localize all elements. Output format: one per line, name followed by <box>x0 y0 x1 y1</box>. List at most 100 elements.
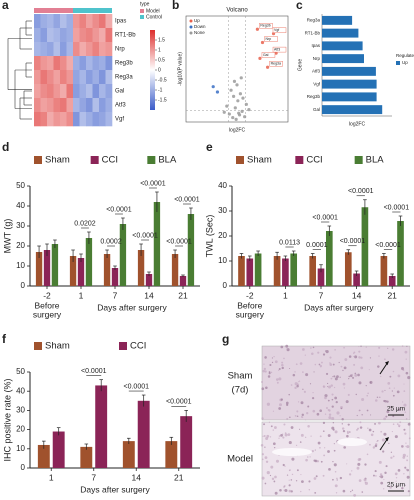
tissue-texture <box>269 436 272 438</box>
tissue-texture <box>312 409 316 413</box>
tissue-texture <box>405 445 407 447</box>
heatmap-cell <box>79 42 87 57</box>
tissue-texture <box>260 444 264 447</box>
tissue-texture <box>350 490 352 493</box>
tissue-texture <box>397 408 401 411</box>
bar <box>37 444 50 468</box>
tissue-texture <box>406 345 408 347</box>
row-label: Reg3a <box>115 75 133 81</box>
tissue-texture <box>290 426 294 429</box>
heatmap-cell <box>53 98 61 113</box>
tissue-texture <box>307 425 310 428</box>
tissue-texture <box>406 459 409 462</box>
bar <box>137 250 145 286</box>
heatmap-cell <box>60 28 67 43</box>
tissue-texture <box>278 437 280 439</box>
tissue-texture <box>378 421 381 425</box>
heatmap-cell <box>105 42 113 57</box>
heatmap-cell <box>73 56 80 71</box>
data-point <box>211 85 215 89</box>
tissue-texture <box>348 375 351 378</box>
y-tick-label: 40 <box>218 181 227 190</box>
label-box <box>272 46 287 53</box>
point-label: Gal <box>263 53 269 57</box>
tissue-texture <box>300 474 302 476</box>
legend-label: BLA <box>158 155 177 166</box>
tissue-texture <box>366 453 369 456</box>
p-value: 0.0001 <box>306 242 328 249</box>
heatmap-cell <box>66 42 74 57</box>
tissue-texture <box>405 468 408 471</box>
data-point <box>239 76 243 80</box>
color-tick-label: 0.5 <box>158 57 165 63</box>
tissue-texture <box>403 383 405 385</box>
tissue-texture <box>345 400 349 404</box>
row-label: Atf3 <box>115 103 126 109</box>
bar <box>119 224 127 286</box>
data-point <box>235 83 239 87</box>
p-value: <0.0001 <box>132 232 158 239</box>
tissue-texture <box>364 481 366 484</box>
tissue-texture <box>269 474 272 477</box>
tissue-texture <box>319 446 321 449</box>
tissue-texture <box>334 377 338 381</box>
heatmap-cell <box>86 84 93 99</box>
tissue-texture <box>311 396 315 400</box>
tissue-texture <box>295 480 298 482</box>
x-axis-label: Days after surgery <box>97 302 167 312</box>
tissue-texture <box>268 421 271 423</box>
bar <box>322 66 376 76</box>
tissue-texture <box>294 415 297 417</box>
tissue-texture <box>347 393 350 396</box>
tissue-texture <box>383 488 385 490</box>
x-note: Before <box>237 300 262 310</box>
tissue-texture <box>351 373 353 376</box>
panel-letter: b <box>172 0 179 12</box>
tissue-texture <box>301 413 304 417</box>
tissue-texture <box>261 458 264 461</box>
bar <box>165 441 178 468</box>
tissue-texture <box>311 449 314 453</box>
tissue-texture <box>382 450 385 453</box>
bar <box>187 214 195 286</box>
heatmap-cell <box>73 14 80 29</box>
tissue-texture <box>324 413 327 415</box>
tissue-texture <box>265 386 268 389</box>
tissue-texture <box>327 386 329 388</box>
tissue-texture <box>399 421 402 424</box>
bar <box>238 256 245 286</box>
heatmap-cell <box>92 70 100 85</box>
tissue-texture <box>354 372 357 375</box>
tissue-texture <box>263 363 265 365</box>
color-bar <box>150 30 155 110</box>
tissue-texture <box>297 401 300 403</box>
bar <box>282 258 289 286</box>
bar <box>103 254 111 286</box>
heatmap-cell <box>34 112 41 127</box>
y-tick-label: 0 <box>21 463 26 472</box>
tissue-texture <box>285 344 289 348</box>
tissue-texture <box>397 374 401 378</box>
tissue-texture <box>394 435 398 439</box>
tissue-texture <box>322 430 325 432</box>
bar <box>325 231 333 286</box>
heatmap-cell <box>66 56 74 71</box>
bar <box>69 256 77 286</box>
tissue-texture <box>265 460 269 463</box>
tissue-texture <box>351 489 354 491</box>
bar <box>322 15 353 25</box>
heatmap-cell <box>79 84 87 99</box>
tissue-texture <box>405 417 408 420</box>
tissue-texture <box>358 346 360 348</box>
x-tick-label: 14 <box>132 472 142 482</box>
tissue-texture <box>339 376 341 378</box>
legend-swatch <box>34 156 42 164</box>
tissue-texture <box>274 360 278 364</box>
tissue-texture <box>405 358 407 360</box>
bar <box>344 252 352 286</box>
tissue-texture <box>264 446 266 448</box>
x-note: surgery <box>33 309 62 319</box>
label-box <box>264 36 278 42</box>
p-value: 0.0202 <box>74 220 96 227</box>
tissue-texture <box>275 459 280 463</box>
